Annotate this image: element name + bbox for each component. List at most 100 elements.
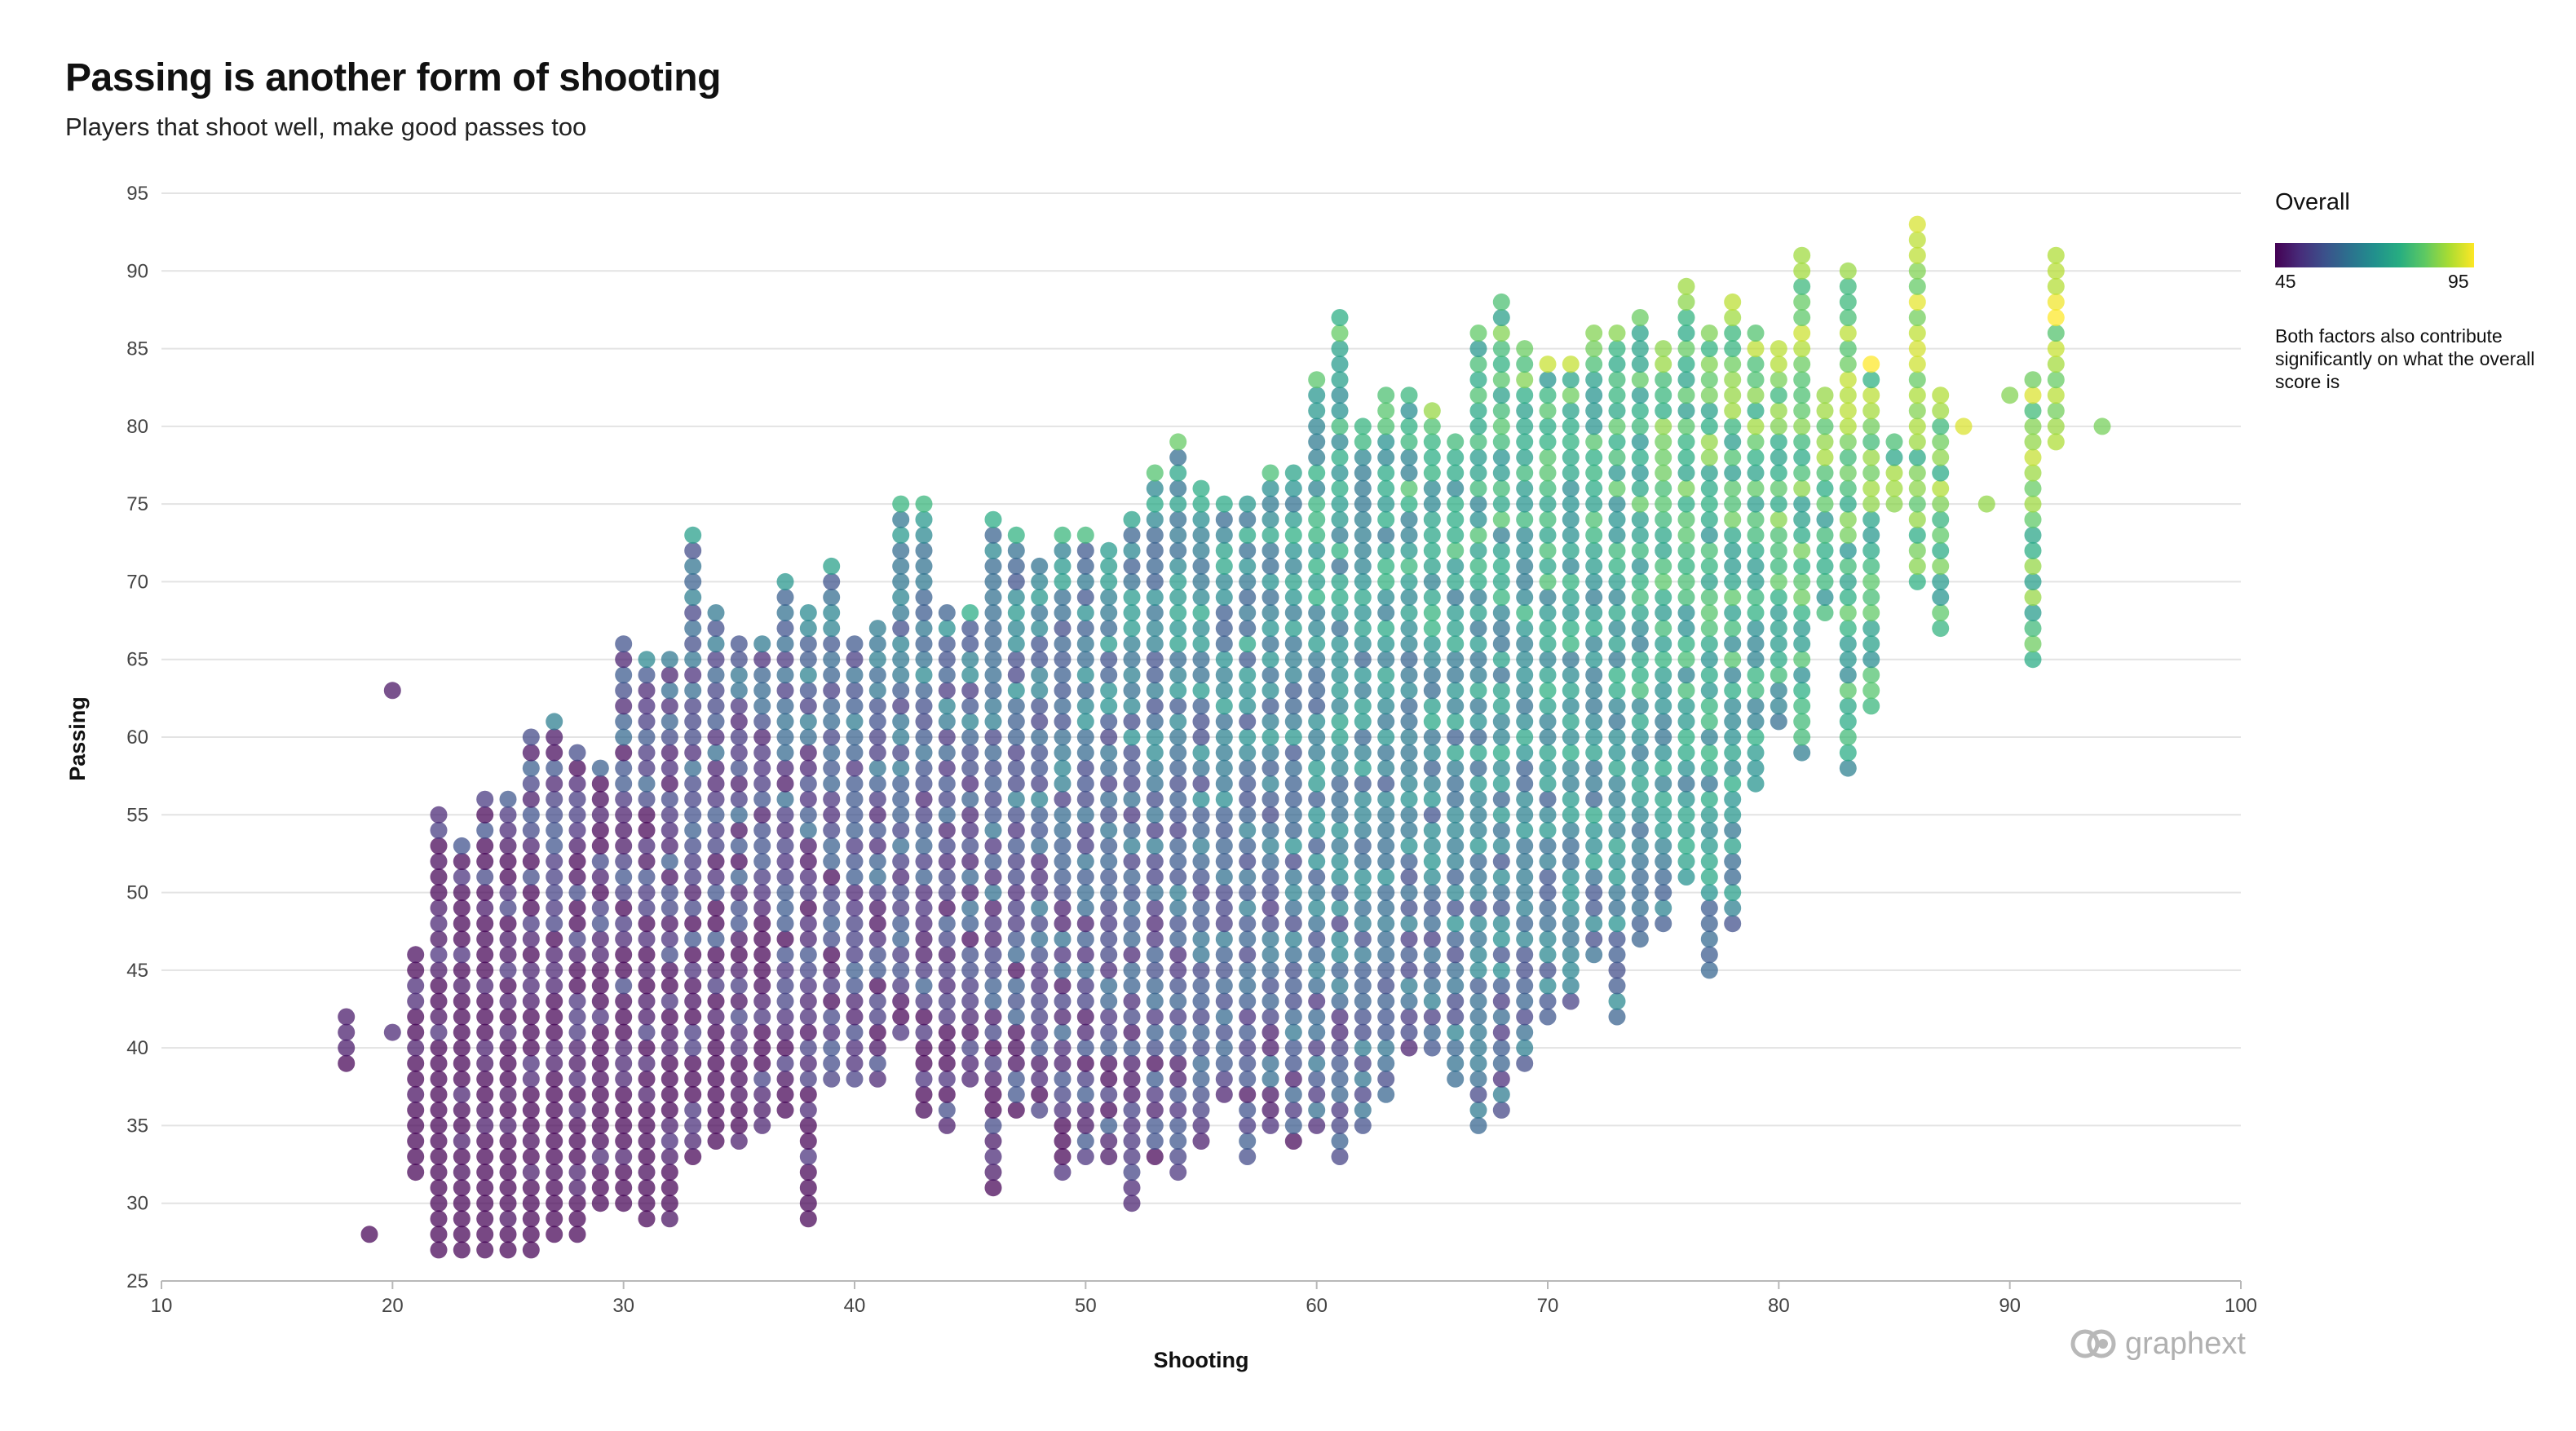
data-point: [546, 1195, 563, 1212]
data-point: [476, 1164, 494, 1181]
data-point: [707, 651, 725, 669]
data-point: [476, 790, 494, 808]
data-point: [1054, 1085, 1071, 1103]
data-point: [1054, 806, 1071, 824]
data-point: [522, 992, 540, 1010]
data-point: [522, 821, 540, 839]
data-point: [1631, 309, 1649, 326]
data-point: [1146, 1070, 1164, 1088]
data-point: [1747, 744, 1765, 762]
data-point: [1284, 790, 1302, 808]
data-point: [638, 1070, 656, 1088]
data-point: [868, 744, 886, 762]
data-point: [661, 728, 678, 746]
data-point: [1469, 806, 1487, 824]
data-point: [1700, 371, 1718, 389]
data-point: [661, 899, 678, 917]
data-point: [684, 899, 702, 917]
data-point: [1608, 433, 1626, 451]
data-point: [1331, 930, 1349, 948]
data-point: [1076, 697, 1094, 715]
data-point: [1123, 837, 1141, 855]
data-point: [1631, 340, 1649, 358]
data-point: [1469, 572, 1487, 590]
data-point: [1054, 977, 1071, 995]
data-point: [1516, 572, 1534, 590]
data-point: [1400, 666, 1418, 684]
data-point: [1400, 604, 1418, 621]
data-point: [1377, 495, 1395, 513]
data-point: [1539, 356, 1557, 373]
data-point: [568, 806, 586, 824]
data-point: [638, 1008, 656, 1026]
data-point: [1562, 526, 1580, 544]
data-point: [799, 806, 817, 824]
data-point: [591, 759, 609, 777]
data-point: [1492, 448, 1510, 466]
data-point: [1631, 853, 1649, 870]
data-point: [476, 946, 494, 964]
legend-color-scale: [2275, 243, 2474, 267]
data-point: [1608, 790, 1626, 808]
data-point: [1354, 557, 1372, 575]
data-point: [1192, 682, 1210, 700]
data-point: [615, 884, 633, 902]
data-point: [707, 666, 725, 684]
data-point: [1400, 402, 1418, 420]
data-point: [568, 946, 586, 964]
data-point: [1677, 697, 1695, 715]
data-point: [1469, 620, 1487, 638]
data-point: [1054, 604, 1071, 621]
data-point: [1076, 589, 1094, 606]
data-point: [961, 635, 979, 653]
data-point: [430, 1148, 448, 1165]
data-point: [1308, 744, 1326, 762]
data-point: [1354, 837, 1372, 855]
data-point: [591, 1164, 609, 1181]
data-point: [1631, 868, 1649, 886]
data-point: [360, 1226, 378, 1243]
data-point: [1724, 541, 1742, 559]
data-point: [2047, 433, 2065, 451]
data-point: [892, 713, 910, 731]
data-point: [1100, 1039, 1118, 1057]
data-point: [1793, 448, 1811, 466]
data-point: [1469, 837, 1487, 855]
data-point: [915, 853, 933, 870]
data-point: [1215, 899, 1233, 917]
data-point: [522, 1210, 540, 1228]
data-point: [1239, 1023, 1257, 1041]
data-point: [1284, 526, 1302, 544]
data-point: [1677, 620, 1695, 638]
y-tick-label: 60: [126, 727, 148, 749]
data-point: [1447, 930, 1465, 948]
data-point: [1492, 402, 1510, 420]
data-point: [2024, 635, 2042, 653]
data-point: [1539, 837, 1557, 855]
data-point: [1261, 853, 1279, 870]
data-point: [615, 977, 633, 995]
data-point: [1031, 1023, 1049, 1041]
data-point: [961, 977, 979, 995]
data-point: [776, 713, 794, 731]
data-point: [1516, 853, 1534, 870]
data-point: [1469, 884, 1487, 902]
data-point: [1793, 635, 1811, 653]
data-point: [961, 790, 979, 808]
data-point: [1239, 837, 1257, 855]
data-point: [938, 775, 956, 793]
data-point: [2047, 325, 2065, 342]
data-point: [1146, 666, 1164, 684]
data-point: [799, 1148, 817, 1165]
data-point: [1123, 868, 1141, 886]
data-point: [1677, 728, 1695, 746]
data-point: [1331, 340, 1349, 358]
data-point: [823, 682, 841, 700]
data-point: [1215, 604, 1233, 621]
data-point: [1146, 651, 1164, 669]
data-point: [1377, 790, 1395, 808]
data-point: [961, 713, 979, 731]
data-point: [453, 1195, 471, 1212]
data-point: [499, 915, 517, 933]
data-point: [961, 915, 979, 933]
